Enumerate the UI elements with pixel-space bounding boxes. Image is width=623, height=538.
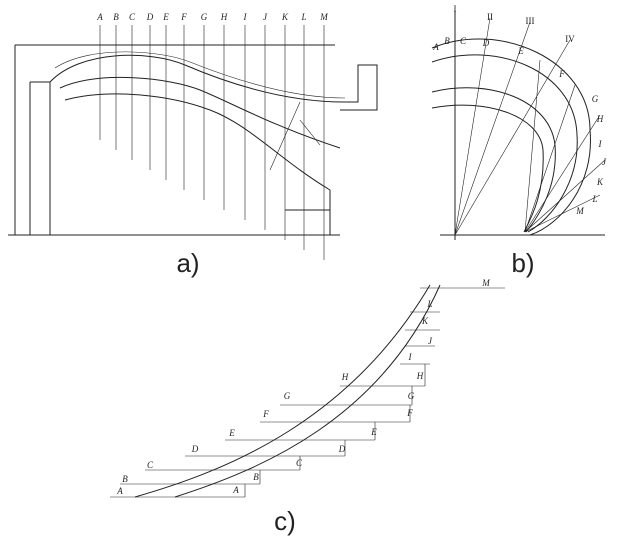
point-label: G	[592, 94, 599, 104]
step-label-left: G	[284, 391, 291, 401]
step-label-right: E	[370, 427, 377, 437]
section-label: H	[220, 12, 228, 22]
step-label-right: A	[232, 485, 239, 495]
step-label-right: B	[253, 472, 259, 482]
panel-c-drawing	[110, 284, 505, 498]
point-label: B	[444, 36, 450, 46]
point-label: J	[602, 157, 607, 167]
section-label: K	[281, 12, 289, 22]
step-label-left: H	[341, 372, 349, 382]
section-label: J	[263, 12, 268, 22]
section-numeral: II	[487, 12, 493, 22]
point-label: E	[517, 46, 524, 56]
section-label: I	[243, 12, 248, 22]
step-label-left: J	[428, 336, 433, 346]
step-label-left: F	[262, 409, 269, 419]
step-label-left: M	[481, 278, 490, 288]
section-label: C	[129, 12, 136, 22]
section-numeral: IV	[565, 34, 575, 44]
panel-caption: a)	[176, 248, 199, 278]
step-label-left: K	[421, 316, 429, 326]
step-label-left: C	[147, 460, 154, 470]
section-label: D	[146, 12, 154, 22]
step-label-left: I	[408, 352, 413, 362]
section-label: L	[300, 12, 306, 22]
section-label: E	[162, 12, 169, 22]
panel-caption: b)	[511, 248, 534, 278]
point-label: I	[598, 139, 603, 149]
section-label: A	[96, 12, 103, 22]
step-label-left: L	[426, 299, 432, 309]
section-label: B	[113, 12, 119, 22]
step-label-left: D	[191, 444, 199, 454]
point-label: H	[596, 114, 604, 124]
section-numeral: I	[454, 4, 457, 14]
step-label-right: C	[296, 458, 303, 468]
section-numeral: III	[526, 16, 535, 26]
step-label-left: A	[116, 486, 123, 496]
point-label: A	[432, 42, 439, 52]
point-label: K	[596, 177, 604, 187]
step-label-left: E	[228, 428, 235, 438]
step-label-right: D	[338, 444, 346, 454]
panel-b-drawing	[431, 10, 606, 240]
point-label: F	[558, 69, 565, 79]
point-label: L	[591, 194, 597, 204]
point-label: D	[482, 38, 490, 48]
point-label: M	[575, 206, 584, 216]
step-label-left: B	[122, 474, 128, 484]
step-label-right: G	[408, 391, 415, 401]
section-label: G	[201, 12, 208, 22]
step-label-right: H	[416, 371, 424, 381]
section-label: M	[319, 12, 328, 22]
panel-caption: c)	[274, 506, 296, 536]
section-label: F	[180, 12, 187, 22]
panel-a-drawing	[8, 44, 378, 236]
point-label: C	[460, 36, 467, 46]
step-label-right: F	[406, 408, 413, 418]
